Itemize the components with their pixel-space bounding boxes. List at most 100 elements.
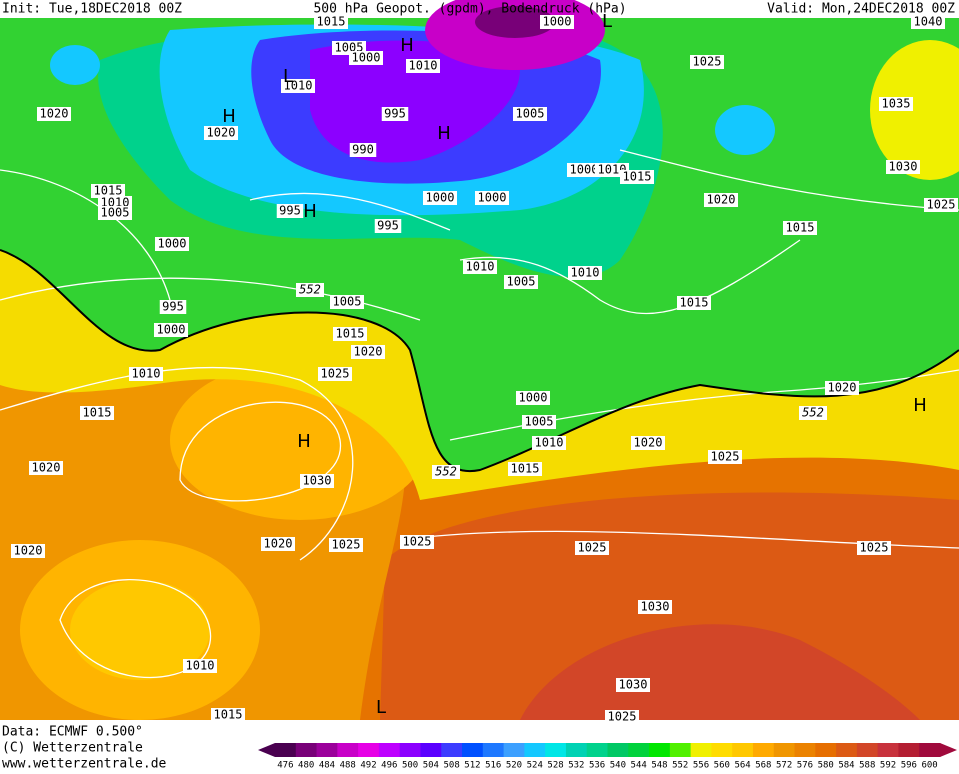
- pressure-center: L: [283, 66, 293, 87]
- url: www.wetterzentrale.de: [2, 757, 167, 771]
- colorbar-swatch: [524, 743, 546, 757]
- colorbar-swatch: [482, 743, 505, 757]
- isobar-label: 1020: [264, 537, 293, 551]
- colorbar-label: 592: [880, 761, 896, 771]
- colorbar-label: 516: [485, 761, 501, 771]
- isobar-label: 1005: [101, 206, 130, 220]
- colorbar-label: 576: [797, 761, 813, 771]
- colorbar-label: 560: [714, 761, 730, 771]
- geopotential-label-bg: [799, 406, 827, 420]
- colorbar-swatch: [732, 743, 754, 757]
- isobar-label: 1020: [14, 544, 43, 558]
- colorbar-swatch: [711, 743, 733, 757]
- colorbar-swatch: [399, 743, 421, 757]
- isobar-label-bg: [504, 275, 538, 289]
- geopotential-label: 552: [802, 406, 824, 420]
- geopotential-label: 552: [435, 465, 457, 479]
- colorbar-swatch: [295, 743, 318, 757]
- isobar-label: 1030: [619, 678, 648, 692]
- isobar-label: 1020: [707, 193, 736, 207]
- isobar-label: 1020: [828, 381, 857, 395]
- isobar-label: 1020: [207, 126, 236, 140]
- colorbar-label: 568: [755, 761, 771, 771]
- isobar-label-bg: [314, 15, 348, 29]
- isobar-label-bg: [783, 221, 817, 235]
- isobar-label: 1015: [214, 708, 243, 722]
- colorbar-arrow: [940, 743, 957, 757]
- isobar-label-bg: [159, 300, 187, 314]
- map-title: 500 hPa Geopot. (gpdm), Bodendruck (hPa): [313, 2, 626, 17]
- colorbar-swatch: [607, 743, 629, 757]
- pressure-center: L: [602, 11, 612, 32]
- colorbar-label: 500: [402, 761, 418, 771]
- isobar-label-bg: [11, 544, 45, 558]
- isobar-label: 1015: [317, 15, 346, 29]
- colorbar-swatch: [794, 743, 816, 757]
- isobar-label: 1030: [303, 474, 332, 488]
- isobar-label-bg: [423, 191, 457, 205]
- isobar-label: 1000: [478, 191, 507, 205]
- isobar-label-bg: [318, 367, 352, 381]
- colorbar-swatch: [898, 743, 920, 757]
- colorbar-label: 596: [901, 761, 917, 771]
- colorbar-swatch: [690, 743, 712, 757]
- isobar-label: 1015: [623, 170, 652, 184]
- colorbar-swatch: [441, 743, 463, 757]
- colorbar-swatch: [815, 743, 837, 757]
- isobar-label-bg: [37, 107, 71, 121]
- isobar-label-bg: [605, 710, 639, 724]
- colorbar-label: 572: [776, 761, 792, 771]
- isobar-label-bg: [886, 160, 920, 174]
- isobar-label-bg: [911, 15, 945, 29]
- isobar-label-bg: [374, 219, 402, 233]
- isobar-label-bg: [616, 678, 650, 692]
- isobar-label: 1025: [321, 367, 350, 381]
- isobar-label-bg: [475, 191, 509, 205]
- isobar-label-bg: [522, 415, 556, 429]
- isobar-label: 1030: [641, 600, 670, 614]
- isobar-label: 1005: [525, 415, 554, 429]
- isobar-label-bg: [508, 462, 542, 476]
- isobar-label-bg: [91, 184, 125, 198]
- isobar-label-bg: [211, 708, 245, 722]
- colorbar-swatch: [545, 743, 567, 757]
- colorbar-label: 528: [547, 761, 563, 771]
- colorbar-swatch: [565, 743, 588, 757]
- isobar-label-bg: [204, 126, 238, 140]
- isobar-label: 1000: [157, 323, 186, 337]
- pressure-center: H: [222, 106, 236, 127]
- pressure-center: H: [303, 201, 317, 222]
- isobar-label: 995: [377, 219, 399, 233]
- isobar-label: 1010: [284, 79, 313, 93]
- colorbar-swatch: [358, 743, 380, 757]
- isobar-label: 1000: [352, 51, 381, 65]
- isobar-label: 1025: [860, 541, 889, 555]
- isobar-label: 995: [279, 204, 301, 218]
- isobar-label: 1020: [32, 461, 61, 475]
- isobar-label-bg: [351, 345, 385, 359]
- isobar-label-bg: [381, 107, 409, 121]
- colorbar-label: 588: [859, 761, 875, 771]
- colorbar-label: 488: [340, 761, 356, 771]
- isobar-label-bg: [281, 79, 315, 93]
- colorbar-arrow: [258, 743, 275, 757]
- colorbar-swatch: [836, 743, 858, 757]
- isobar-label-bg: [300, 474, 334, 488]
- geopotential-label-bg: [296, 283, 324, 297]
- isobar-label-bg: [261, 537, 295, 551]
- colorbar-swatch: [586, 743, 608, 757]
- isobar-label-bg: [406, 59, 440, 73]
- isobar-label-bg: [704, 193, 738, 207]
- colorbar-swatch: [378, 743, 401, 757]
- colorbar-label: 580: [818, 761, 834, 771]
- isobar-label-bg: [638, 600, 672, 614]
- isobar-label-bg: [330, 295, 364, 309]
- isobar-label: 1035: [882, 97, 911, 111]
- colorbar-swatch: [877, 743, 899, 757]
- isobar-label: 1030: [889, 160, 918, 174]
- isobar-label: 1010: [409, 59, 438, 73]
- colorbar-label: 520: [506, 761, 522, 771]
- isobar-label-bg: [924, 198, 958, 212]
- colorbar-swatch: [503, 743, 525, 757]
